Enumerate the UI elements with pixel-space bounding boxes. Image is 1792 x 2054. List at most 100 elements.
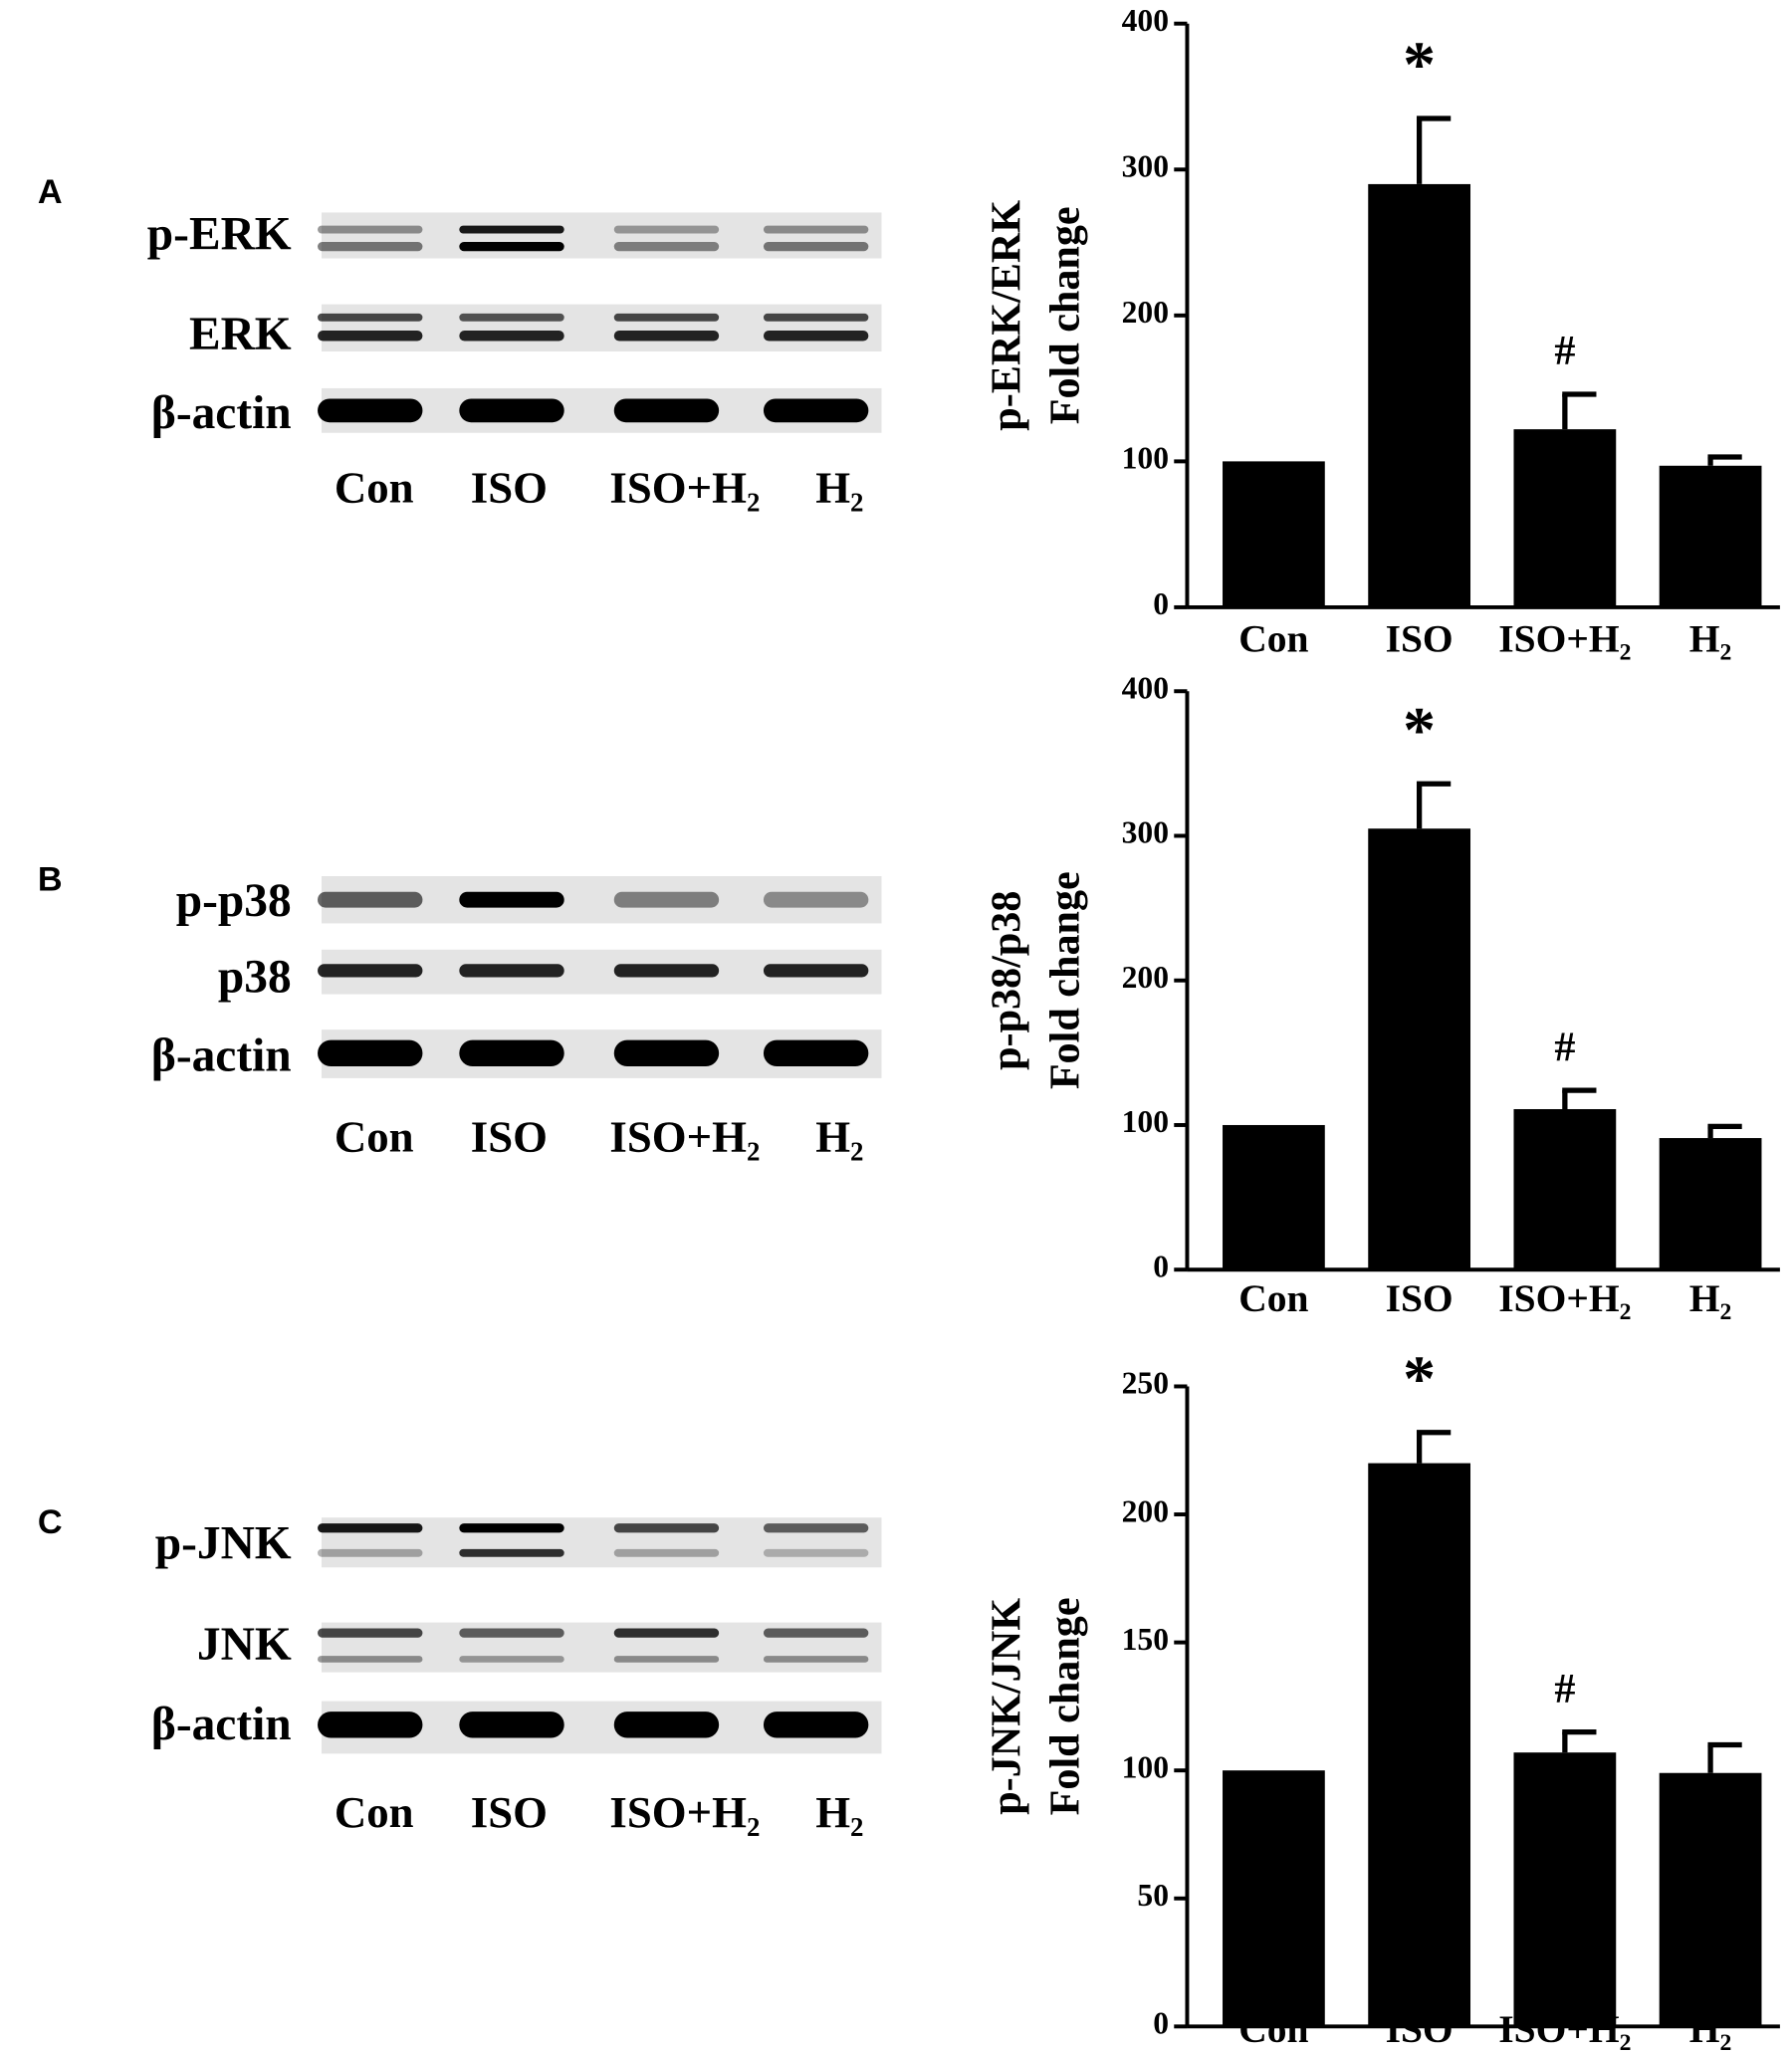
y-tick-label: 200	[1122, 295, 1169, 330]
blot-band	[613, 1656, 720, 1663]
blot-lane-label: H₂	[815, 1111, 863, 1161]
bar	[1368, 1463, 1471, 2027]
x-tick-label: ISO	[1386, 1276, 1454, 1320]
blot-band	[613, 398, 720, 423]
y-tick-label: 50	[1137, 1878, 1169, 1913]
blot-band	[763, 330, 869, 342]
blot-band	[763, 1628, 869, 1638]
y-tick-label: 400	[1122, 671, 1169, 706]
y-tick-label: 100	[1122, 441, 1169, 476]
blot-band	[763, 891, 869, 908]
y-axis-label: p-p38/p38	[983, 891, 1029, 1070]
panel-letter: C	[38, 1503, 63, 1541]
blot-band	[318, 330, 423, 342]
blot-lane-label: ISO+H₂	[609, 1787, 760, 1837]
blot-lane-label: Con	[335, 462, 414, 512]
y-tick-label: 300	[1122, 149, 1169, 184]
y-tick-label: 400	[1122, 3, 1169, 38]
bar	[1659, 1138, 1762, 1270]
y-tick-label: 0	[1153, 1249, 1169, 1283]
significance-mark: #	[1554, 1024, 1575, 1070]
blot-band	[318, 225, 423, 234]
blot-band	[459, 1628, 564, 1638]
x-tick-label: H₂	[1689, 1276, 1732, 1320]
blot-band	[613, 964, 720, 978]
blot-band	[763, 1523, 869, 1533]
blot-band	[763, 313, 869, 322]
x-tick-label: Con	[1238, 1276, 1308, 1320]
blot-band	[763, 1656, 869, 1663]
y-tick-label: 0	[1153, 586, 1169, 621]
blot-band	[613, 1628, 720, 1638]
blot-band	[318, 1523, 423, 1533]
blot-band	[459, 398, 564, 423]
blot-band	[318, 964, 423, 978]
bar	[1368, 828, 1471, 1270]
blot-row-label: ERK	[189, 309, 292, 360]
x-tick-label: H₂	[1689, 2007, 1732, 2051]
blot-band	[459, 242, 564, 252]
blot-lane-label: H₂	[815, 462, 863, 512]
blot-band	[763, 1548, 869, 1557]
bar	[1368, 183, 1471, 607]
blot-band	[318, 313, 423, 322]
y-axis-label: p-ERK/ERK	[983, 200, 1029, 431]
y-axis-label: Fold change	[1042, 871, 1089, 1089]
x-tick-label: Con	[1238, 2007, 1308, 2051]
blot-lane-label: ISO	[471, 462, 548, 512]
blot-band	[459, 1523, 564, 1533]
bar	[1223, 461, 1325, 607]
x-tick-label: ISO+H₂	[1498, 1276, 1631, 1320]
blot-band	[613, 891, 720, 908]
blot-band	[613, 242, 720, 252]
y-tick-label: 200	[1122, 960, 1169, 995]
x-tick-label: H₂	[1689, 617, 1732, 661]
blot-band	[459, 1039, 564, 1067]
significance-mark: #	[1554, 1666, 1575, 1712]
blot-band	[763, 242, 869, 252]
blot-band	[459, 313, 564, 322]
blot-band	[459, 1548, 564, 1557]
bar	[1659, 465, 1762, 607]
y-tick-label: 250	[1122, 1366, 1169, 1401]
significance-mark: *	[1403, 694, 1436, 767]
y-tick-label: 200	[1122, 1493, 1169, 1528]
blot-row-label: p-p38	[176, 875, 292, 927]
blot-band	[763, 1712, 869, 1738]
blot-band	[459, 1712, 564, 1738]
blot-lane-label: Con	[335, 1111, 414, 1161]
bar	[1223, 1770, 1325, 2027]
blot-lane-label: Con	[335, 1787, 414, 1837]
blot-band	[613, 1712, 720, 1738]
y-tick-label: 0	[1153, 2006, 1169, 2041]
blot-band	[318, 1656, 423, 1663]
x-tick-label: ISO+H₂	[1498, 2007, 1631, 2051]
blot-row-label: p38	[218, 951, 292, 1003]
bar	[1659, 1772, 1762, 2027]
blot-row-label: β-actin	[151, 387, 292, 439]
blot-band	[763, 1039, 869, 1067]
blot-row-label: β-actin	[151, 1029, 292, 1081]
blot-band	[318, 1712, 423, 1738]
y-tick-label: 300	[1122, 815, 1169, 850]
blot-band	[613, 1039, 720, 1067]
y-axis-label: p-JNK/JNK	[983, 1598, 1029, 1815]
blot-row-label: p-ERK	[147, 209, 292, 261]
blot-band	[318, 1628, 423, 1638]
blot-band	[613, 225, 720, 234]
y-tick-label: 150	[1122, 1622, 1169, 1657]
x-tick-label: ISO	[1386, 617, 1454, 661]
panel-letter: B	[38, 860, 63, 898]
blot-band	[459, 891, 564, 908]
x-tick-label: ISO	[1386, 2007, 1454, 2051]
bar	[1513, 429, 1617, 607]
blot-row-label: β-actin	[151, 1699, 292, 1750]
blot-band	[459, 225, 564, 234]
blot-band	[318, 1548, 423, 1557]
blot-band	[318, 242, 423, 252]
blot-strip	[321, 212, 882, 259]
panel-letter: A	[38, 173, 63, 211]
blot-strip	[321, 304, 882, 352]
blot-band	[459, 964, 564, 978]
